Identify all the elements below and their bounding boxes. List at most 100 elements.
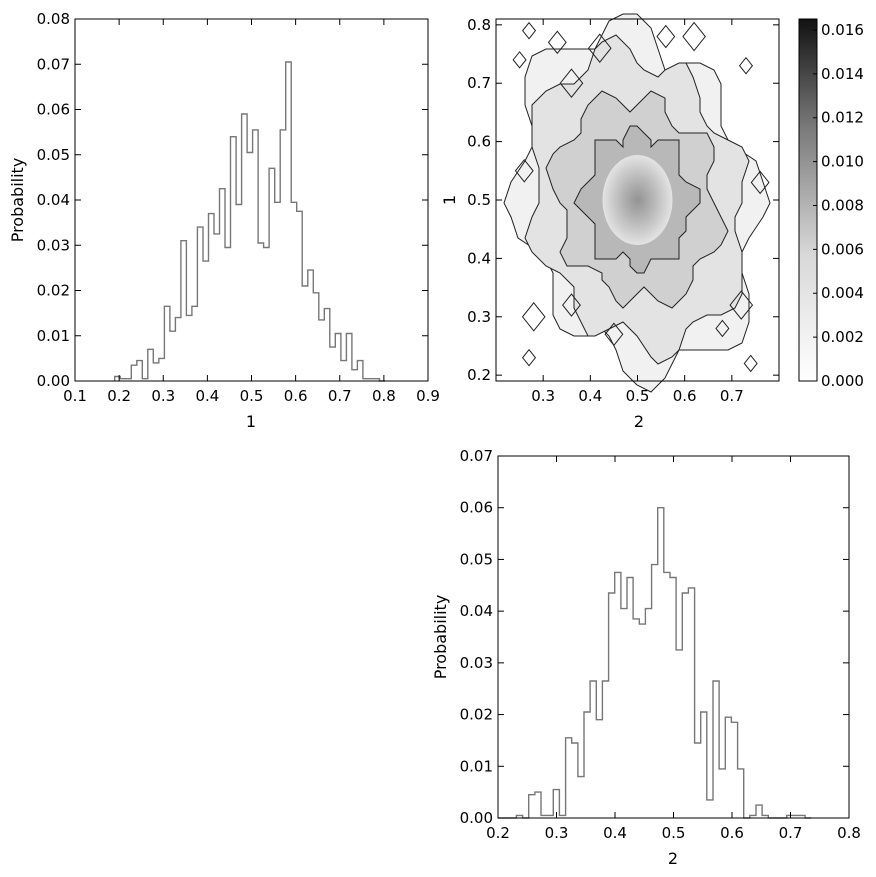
hist1-bin	[302, 286, 308, 381]
hist2-xtick-label: 0.6	[720, 824, 744, 842]
contour-island	[521, 348, 537, 367]
colorbar-tick-label: 0.006	[821, 240, 864, 258]
hist1-bin	[153, 363, 159, 381]
contour-ytick-label: 0.3	[467, 308, 491, 326]
hist2-bin	[713, 681, 719, 818]
contour-xtick-label: 0.5	[626, 387, 650, 405]
hist1-bin	[341, 361, 347, 381]
hist2-ytick-label: 0.06	[460, 499, 493, 517]
hist1-ytick-label: 0.02	[37, 282, 70, 300]
hist2-bin	[590, 681, 596, 818]
hist2-xtick-label: 0.5	[662, 824, 686, 842]
contour-island	[738, 56, 754, 75]
hist2-xtick-label: 0.4	[603, 824, 627, 842]
hist2-bin	[676, 650, 682, 818]
hist1-bin	[181, 241, 187, 381]
contour-panel: 0.3 0.4 0.5 0.6 0.7 0.2 0.3 0.4 0.5 0.6 0.7 0.8 2 1…	[440, 13, 864, 431]
hist2-xtick-label: 0.3	[545, 824, 569, 842]
hist1-ytick-label: 0.05	[37, 146, 70, 164]
hist2-bin	[695, 743, 701, 818]
hist1-bin	[170, 331, 176, 381]
contour-ytick-label: 0.8	[467, 16, 491, 34]
hist1-bin	[280, 130, 286, 381]
hist1-bin	[275, 202, 281, 381]
hist1-bin	[258, 243, 264, 381]
contour-ylabel: 1	[440, 195, 459, 205]
hist2-xtick-label: 0.2	[486, 824, 510, 842]
hist2-ytick-label: 0.02	[460, 706, 493, 724]
colorbar-tick-label: 0.008	[821, 196, 864, 214]
hist1-bin	[236, 205, 242, 381]
contour-island	[512, 51, 527, 69]
contour-xtick-label: 0.4	[578, 387, 602, 405]
hist2-bin	[652, 565, 658, 818]
hist2-ytick-label: 0.01	[460, 757, 493, 775]
hist2-bin	[658, 508, 664, 818]
hist1-bin	[242, 114, 248, 381]
hist2-xtick-label: 0.7	[779, 824, 803, 842]
hist1-xtick-label: 0.3	[151, 387, 175, 405]
hist1-ytick-label: 0.07	[37, 55, 70, 73]
hist2-bin	[707, 800, 713, 818]
hist1-xtick-label: 0.5	[240, 387, 264, 405]
contour-island	[514, 159, 534, 183]
contour-ytick-label: 0.5	[467, 191, 491, 209]
contour-xtick-label: 0.6	[673, 387, 697, 405]
contour-island	[750, 170, 770, 195]
hist1-bin	[192, 306, 198, 381]
contour-peak	[602, 155, 673, 245]
hist2-bin	[664, 572, 670, 818]
contour-island	[743, 354, 758, 373]
hist2-bin	[572, 743, 578, 818]
hist2-bin	[627, 578, 633, 818]
hist1-bin	[231, 137, 237, 381]
colorbar-tick-label: 0.002	[821, 328, 864, 346]
hist2-bin	[738, 769, 744, 818]
hist2-bin	[731, 722, 737, 818]
colorbar-tick-label: 0.004	[821, 284, 864, 302]
contour-island	[682, 21, 706, 52]
hist1-bin	[291, 202, 297, 381]
hist2-bin	[725, 717, 731, 818]
histogram-panel-1: 0.1 0.2 0.3 0.4 0.5 0.6 0.7 0.8 0.9 0.00 0.01 0.02 0…	[8, 10, 440, 431]
hist2-xtick-label: 0.8	[837, 824, 861, 842]
hist1-ytick-label: 0.01	[37, 327, 70, 345]
hist1-bin	[264, 248, 270, 381]
hist2-bin	[682, 593, 688, 818]
hist2-ytick-label: 0.04	[460, 602, 493, 620]
hist2-bin	[596, 720, 602, 818]
hist1-xtick-label: 0.2	[107, 387, 131, 405]
hist1-bin	[148, 349, 154, 381]
colorbar-tick-label: 0.016	[821, 21, 864, 39]
contour-xlabel: 2	[634, 412, 644, 431]
hist1-bin	[357, 361, 363, 381]
contour-island	[562, 293, 581, 317]
hist1-ylabel: Probability	[8, 158, 27, 243]
colorbar-tick-label: 0.010	[821, 153, 864, 171]
hist1-ytick-label: 0.08	[37, 10, 70, 28]
colorbar-tick-label: 0.014	[821, 65, 864, 83]
hist1-bin	[208, 214, 214, 381]
contour-island	[715, 319, 730, 338]
hist1-bin	[131, 365, 137, 381]
hist2-step-line	[498, 507, 812, 819]
hist1-bin	[225, 248, 231, 381]
hist1-bin	[186, 315, 192, 381]
hist2-bin	[621, 609, 627, 818]
hist1-xlabel: 1	[246, 412, 256, 431]
hist2-bin	[633, 619, 639, 818]
hist1-xtick-label: 0.4	[195, 387, 219, 405]
contour-island	[729, 290, 754, 320]
histogram-panel-2: 0.2 0.3 0.4 0.5 0.6 0.7 0.8 0.00 0.01 0.02 0.03 0.0…	[431, 447, 861, 868]
hist2-ytick-label: 0.03	[460, 654, 493, 672]
hist1-ytick-label: 0.00	[37, 372, 70, 390]
hist1-bin	[269, 168, 275, 381]
hist2-bin	[688, 588, 694, 818]
hist1-bin	[319, 320, 325, 381]
hist2-bin	[529, 795, 535, 818]
hist1-ytick-label: 0.03	[37, 236, 70, 254]
hist1-xtick-label: 0.9	[416, 387, 440, 405]
contour-island	[656, 24, 676, 49]
hist2-bin	[578, 777, 584, 818]
